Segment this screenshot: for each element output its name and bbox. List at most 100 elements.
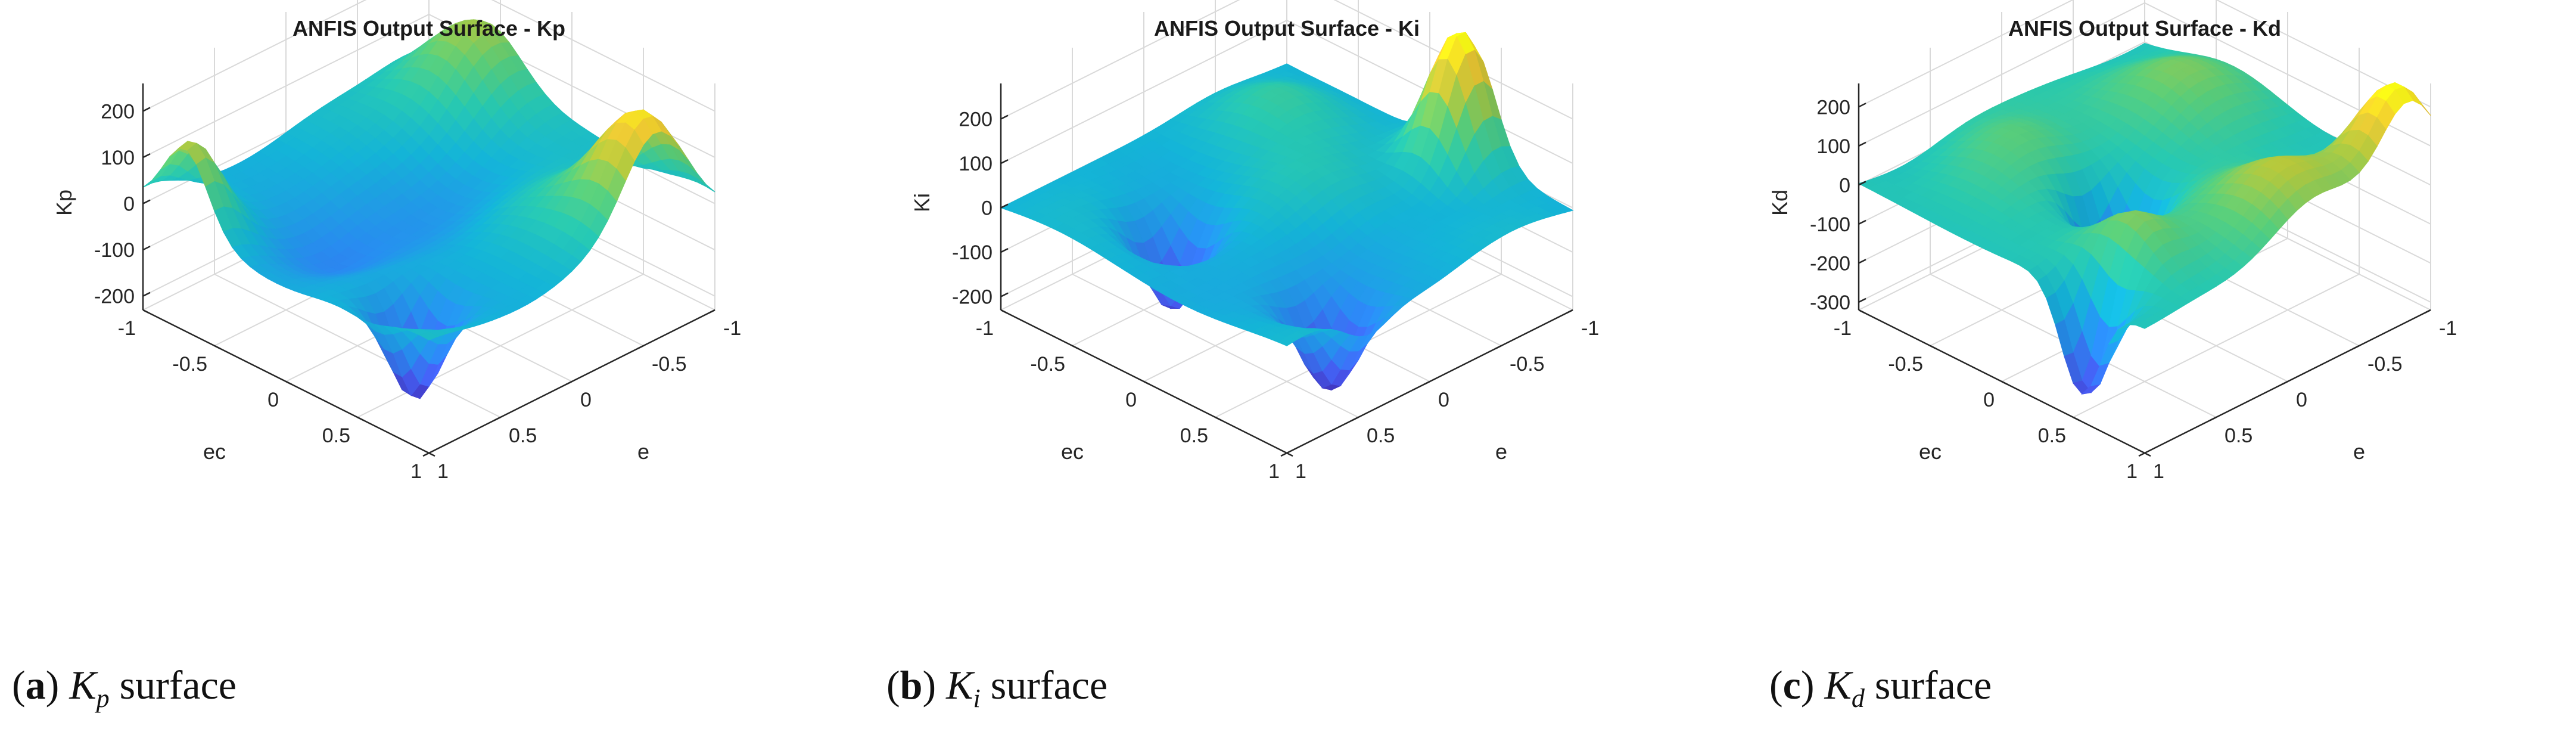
axes xyxy=(1858,83,2431,457)
tick-mark xyxy=(1000,292,1009,297)
tick-mark xyxy=(1423,380,1430,386)
z-axis-label: Ki xyxy=(910,193,934,212)
tick-mark xyxy=(1072,345,1079,350)
chart-title: ANFIS Output Surface - Ki xyxy=(1154,16,1420,41)
tick-mark xyxy=(1566,309,1573,314)
e-axis-label: e xyxy=(637,439,649,464)
axes xyxy=(1000,83,1573,457)
caption-symbol: K xyxy=(946,662,973,708)
caption-subscript: d xyxy=(1851,684,1865,713)
ec-tick-label: -0.5 xyxy=(172,353,207,376)
ec-tick-label: -1 xyxy=(1834,317,1852,340)
tick-mark xyxy=(2138,452,2145,457)
tick-mark xyxy=(1286,452,1293,457)
e-tick-label: 1 xyxy=(2153,460,2164,483)
e-axis-label: e xyxy=(2353,439,2365,464)
tick-mark xyxy=(142,246,151,251)
z-tick-label: 100 xyxy=(101,147,135,169)
tick-mark xyxy=(1858,103,1866,108)
z-tick-label: 200 xyxy=(101,101,135,123)
caption-text: surface xyxy=(990,662,1108,708)
tick-mark xyxy=(1143,380,1150,386)
ec-tick-label: 1 xyxy=(410,460,422,483)
e-tick-label: 0.5 xyxy=(509,424,537,447)
grid-line xyxy=(1858,0,2431,108)
e-tick-label: -0.5 xyxy=(2367,353,2403,376)
z-tick-label: -200 xyxy=(1810,252,1850,275)
e-axis-label: e xyxy=(1495,439,1507,464)
z-tick-label: -100 xyxy=(952,241,993,264)
tick-mark xyxy=(1495,345,1502,350)
tick-mark xyxy=(1352,416,1359,421)
panel-kd: 1 0.5 0 -0.5 -1 1 0.5 0 -0.5 -1 -300 -200 -100 0 100 20… xyxy=(1716,0,2574,735)
chart-title: ANFIS Output Surface - Kd xyxy=(2008,16,2281,41)
z-tick-label: 100 xyxy=(1816,135,1850,158)
surface-patch xyxy=(2135,320,2155,329)
z-tick-label: -200 xyxy=(94,286,135,308)
tick-mark xyxy=(2073,416,2080,421)
e-tick-label: 0.5 xyxy=(1367,424,1395,447)
z-tick-label: 100 xyxy=(959,153,993,175)
tick-mark xyxy=(357,416,364,421)
z-tick-label: 0 xyxy=(1839,174,1850,197)
chart-title: ANFIS Output Surface - Kp xyxy=(293,16,565,41)
panel-ki: 1 0.5 0 -0.5 -1 1 0.5 0 -0.5 -1 -200 -100 0 100 200 ec e… xyxy=(858,0,1716,735)
tick-mark xyxy=(1858,181,1866,186)
caption-tag: c xyxy=(1782,662,1801,708)
e-tick-label: 0 xyxy=(580,389,592,411)
tick-mark xyxy=(565,380,573,386)
ec-tick-label: 0.5 xyxy=(1180,424,1208,447)
z-axis-label: Kd xyxy=(1768,190,1792,216)
caption-symbol: K xyxy=(1824,662,1852,708)
caption-b: (b) Ki surface xyxy=(886,662,1108,713)
tick-mark xyxy=(1000,203,1009,209)
tick-mark xyxy=(1930,345,1937,350)
caption-subscript: i xyxy=(973,684,981,713)
ec-tick-label: -0.5 xyxy=(1030,353,1065,376)
tick-mark xyxy=(1000,159,1009,165)
e-tick-label: 1 xyxy=(437,460,449,483)
tick-mark xyxy=(285,380,293,386)
surface xyxy=(1000,32,1574,391)
tick-mark xyxy=(214,345,221,350)
axes xyxy=(142,83,715,457)
surface-plot-kd: 1 0.5 0 -0.5 -1 1 0.5 0 -0.5 -1 -300 -200 -100 0 100 20… xyxy=(1768,0,2457,483)
tick-mark xyxy=(142,199,151,204)
tick-mark xyxy=(142,153,151,159)
tick-mark xyxy=(1000,309,1007,314)
tick-mark xyxy=(1858,297,1866,303)
tick-mark xyxy=(637,345,644,350)
tick-mark xyxy=(142,309,150,314)
tick-mark xyxy=(422,452,430,457)
panel-kp: 1 0.5 0 -0.5 -1 1 0.5 0 -0.5 -1 -200 -100 0 100 200 ec e… xyxy=(0,0,858,735)
z-tick-label: -300 xyxy=(1810,291,1850,314)
tick-mark xyxy=(2424,309,2431,314)
tick-mark xyxy=(1215,416,1222,421)
z-tick-label: -100 xyxy=(94,239,135,262)
tick-mark xyxy=(2144,452,2151,457)
tick-mark xyxy=(142,291,151,297)
caption-text: surface xyxy=(1874,662,1992,708)
tick-mark xyxy=(2281,380,2288,386)
ec-tick-label: -1 xyxy=(976,317,994,340)
z-tick-label: -200 xyxy=(952,286,993,309)
tick-mark xyxy=(428,452,435,457)
ec-axis-label: ec xyxy=(1061,439,1084,464)
caption-tag: a xyxy=(25,662,46,708)
ec-tick-label: 1 xyxy=(2126,460,2138,483)
e-tick-label: -1 xyxy=(723,317,741,340)
tick-mark xyxy=(2210,416,2217,421)
tick-mark xyxy=(1280,452,1287,457)
tick-mark xyxy=(2353,345,2360,350)
z-tick-label: 0 xyxy=(981,197,993,220)
e-tick-label: 1 xyxy=(1295,460,1306,483)
caption-c: (c) Kd surface xyxy=(1769,662,1992,713)
ec-tick-label: 0 xyxy=(1125,389,1137,411)
surface-patch xyxy=(419,331,439,341)
z-tick-label: 200 xyxy=(1816,96,1850,119)
surface xyxy=(142,19,715,399)
tick-mark xyxy=(1858,259,1866,264)
tick-mark xyxy=(142,107,151,112)
ec-axis-label: ec xyxy=(1919,439,1942,464)
